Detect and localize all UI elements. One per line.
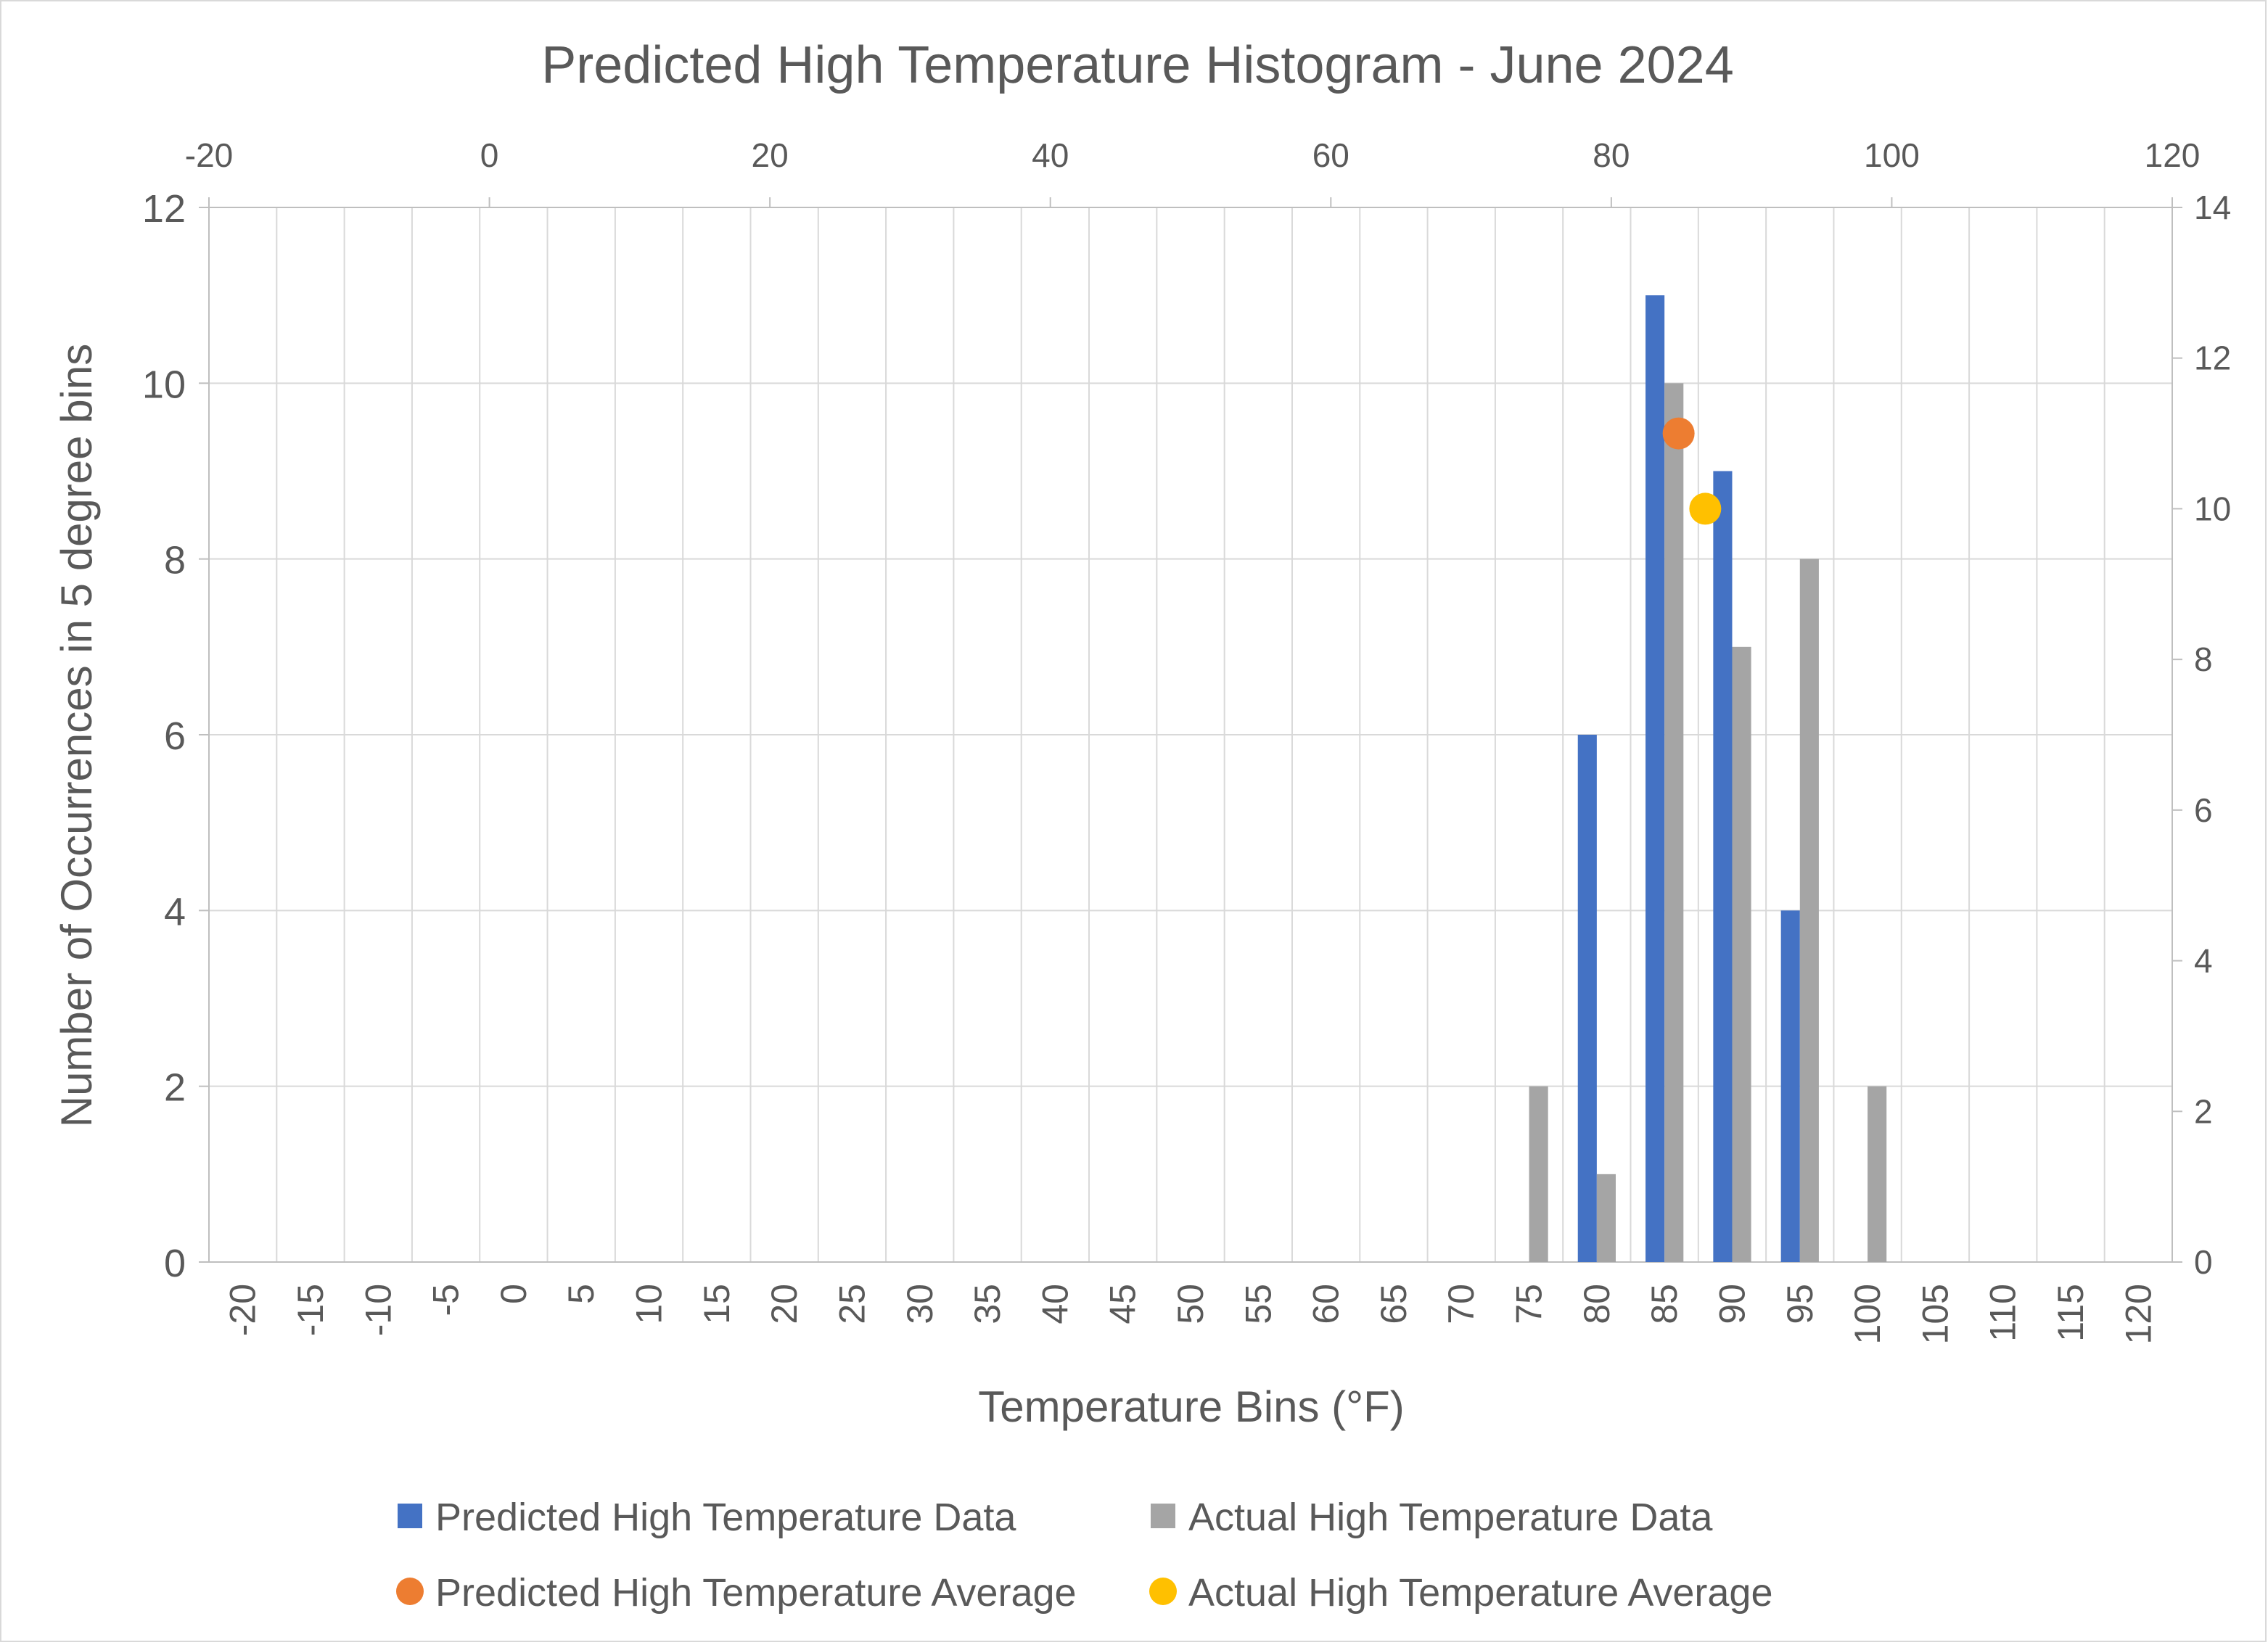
bar-actual-high-temperature-data	[1732, 646, 1751, 1262]
y-tick-label: 12	[142, 187, 186, 231]
x-category-label: 85	[1644, 1284, 1685, 1324]
x-category-label: 75	[1509, 1284, 1550, 1324]
bar-actual-high-temperature-data	[1799, 558, 1819, 1262]
x2-tick-label: 0	[480, 136, 499, 174]
legend-marker	[396, 1578, 424, 1605]
bar-actual-high-temperature-data	[1529, 1086, 1548, 1262]
x2-tick-label: 120	[2145, 136, 2201, 174]
legend-item: Predicted High Temperature Average	[396, 1571, 1077, 1615]
x-category-label: -5	[426, 1284, 467, 1316]
bar-actual-high-temperature-data	[1868, 1086, 1887, 1262]
x-category-label: -15	[290, 1284, 331, 1336]
legend: Predicted High Temperature Data Actual Hi…	[396, 1496, 1773, 1615]
average-point-actual-high-temperature-average	[1689, 492, 1722, 525]
legend-item: Actual High Temperature Average	[1149, 1571, 1773, 1615]
x2-tick-label: 80	[1593, 136, 1630, 174]
x2-tick-label: 20	[752, 136, 789, 174]
y2-tick-label: 10	[2194, 490, 2231, 527]
x-category-label: 10	[629, 1284, 670, 1324]
x-category-label: 115	[2050, 1284, 2091, 1342]
x-category-label: -10	[358, 1284, 398, 1336]
legend-item: Predicted High Temperature Data	[398, 1496, 1016, 1539]
x-category-label: 110	[1983, 1284, 2023, 1342]
x2-tick-label: 40	[1032, 136, 1069, 174]
chart-title: Predicted High Temperature Histogram - J…	[541, 36, 1734, 94]
bar-predicted-high-temperature-data	[1645, 295, 1665, 1263]
y2-tick-label: 0	[2194, 1243, 2213, 1281]
bar-predicted-high-temperature-data	[1780, 910, 1800, 1262]
x-category-label: 120	[2118, 1284, 2158, 1344]
bar-predicted-high-temperature-data	[1577, 735, 1597, 1262]
bars	[1529, 295, 1887, 1263]
x-category-label: -20	[223, 1284, 263, 1336]
x-category-label: 30	[900, 1284, 940, 1324]
y2-tick-label: 14	[2194, 189, 2231, 226]
x-category-label: 90	[1712, 1284, 1752, 1324]
bar-predicted-high-temperature-data	[1713, 471, 1733, 1262]
x2-tick-label: 60	[1312, 136, 1349, 174]
y-tick-label: 8	[164, 539, 186, 582]
legend-item: Actual High Temperature Data	[1151, 1496, 1713, 1539]
gridlines	[199, 197, 2182, 1263]
y2-tick-label: 6	[2194, 791, 2213, 829]
y2-tick-label: 4	[2194, 942, 2213, 980]
x-category-label: 25	[831, 1284, 872, 1324]
x-category-label: 45	[1103, 1284, 1143, 1324]
x-category-label: 95	[1780, 1284, 1820, 1324]
x-axis-title: Temperature Bins (°F)	[978, 1382, 1405, 1431]
y2-tick-label: 2	[2194, 1092, 2213, 1130]
x-category-label: 50	[1170, 1284, 1211, 1324]
legend-marker	[1149, 1578, 1177, 1605]
legend-label: Actual High Temperature Average	[1188, 1571, 1773, 1615]
y-tick-label: 10	[142, 363, 186, 406]
legend-swatch	[1151, 1504, 1175, 1528]
bar-actual-high-temperature-data	[1596, 1174, 1616, 1262]
average-points	[1662, 417, 1722, 525]
legend-label: Predicted High Temperature Data	[435, 1496, 1016, 1539]
y-axis-title: Number of Occurrences in 5 degree bins	[52, 344, 101, 1128]
y-tick-label: 0	[164, 1242, 186, 1285]
x-category-label: 100	[1847, 1284, 1888, 1344]
x-category-label: 0	[493, 1284, 534, 1304]
y-tick-label: 2	[164, 1066, 186, 1110]
x2-tick-label: 100	[1864, 136, 1920, 174]
x-category-label: 40	[1035, 1284, 1075, 1324]
x-category-label: 65	[1373, 1284, 1414, 1324]
legend-swatch	[398, 1504, 422, 1528]
x-category-label: 15	[697, 1284, 737, 1324]
x-category-label: 70	[1441, 1284, 1482, 1324]
legend-label: Predicted High Temperature Average	[435, 1571, 1077, 1615]
x-category-label: 20	[764, 1284, 805, 1324]
y2-tick-label: 8	[2194, 640, 2213, 678]
x-category-label: 80	[1577, 1284, 1617, 1324]
bar-actual-high-temperature-data	[1664, 383, 1684, 1263]
x-category-label: 105	[1915, 1284, 1955, 1344]
average-point-predicted-high-temperature-average	[1662, 417, 1695, 450]
x2-tick-label: -20	[185, 136, 233, 174]
y-tick-label: 4	[164, 890, 186, 933]
legend-label: Actual High Temperature Data	[1188, 1496, 1713, 1539]
x-category-label: 55	[1238, 1284, 1278, 1324]
y2-tick-label: 12	[2194, 339, 2231, 377]
x-category-label: 35	[967, 1284, 1008, 1324]
y-tick-label: 6	[164, 714, 186, 758]
x-category-label: 5	[561, 1284, 601, 1304]
x-category-label: 60	[1306, 1284, 1347, 1324]
